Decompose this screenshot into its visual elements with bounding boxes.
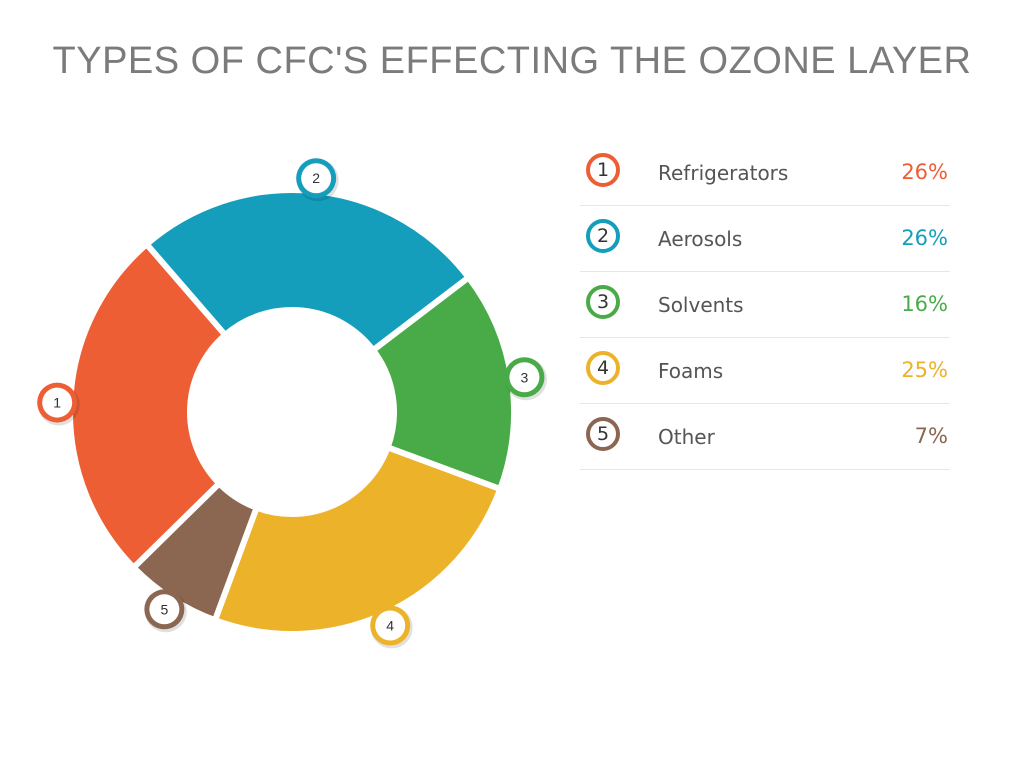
legend-value: 26% — [901, 226, 948, 250]
legend-label: Aerosols — [658, 227, 743, 251]
marker-center — [301, 163, 332, 194]
chart-legend: 1 Refrigerators 26% 2 Aerosols 26% 3 Solvents 16… — [580, 140, 950, 470]
legend-value: 26% — [901, 160, 948, 184]
legend-badge: 2 — [586, 219, 620, 253]
marker-number: 1 — [53, 395, 61, 411]
legend-badge: 1 — [586, 153, 620, 187]
slice-marker-other: 5 — [144, 589, 187, 633]
legend-label: Solvents — [658, 293, 744, 317]
legend-item-solvents: 3 Solvents 16% — [580, 272, 950, 338]
slice-markers: 1 2 3 4 5 — [37, 158, 547, 649]
slice-refrigerators — [67, 239, 230, 572]
legend-badge: 3 — [586, 285, 620, 319]
legend-item-aerosols: 2 Aerosols 26% — [580, 206, 950, 272]
legend-value: 16% — [901, 292, 948, 316]
chart-title: TYPES OF CFC'S EFFECTING THE OZONE LAYER — [52, 40, 972, 82]
legend-item-foams: 4 Foams 25% — [580, 338, 950, 404]
marker-center — [149, 594, 180, 625]
slice-foams — [211, 443, 505, 637]
marker-center — [375, 610, 406, 641]
legend-item-refrigerators: 1 Refrigerators 26% — [580, 140, 950, 206]
slice-marker-solvents: 3 — [504, 357, 547, 401]
slice-marker-refrigerators: 1 — [37, 382, 80, 426]
legend-value: 7% — [914, 424, 948, 448]
marker-number: 3 — [521, 369, 529, 385]
legend-badge: 4 — [586, 351, 620, 385]
marker-center — [509, 362, 540, 393]
slices — [67, 187, 517, 637]
slice-marker-aerosols: 2 — [296, 158, 339, 202]
legend-label: Refrigerators — [658, 161, 789, 185]
marker-number: 4 — [386, 617, 394, 633]
legend-label: Foams — [658, 359, 724, 383]
legend-value: 25% — [901, 358, 948, 382]
legend-item-other: 5 Other 7% — [580, 404, 950, 470]
legend-badge: 5 — [586, 417, 620, 451]
slice-other — [129, 479, 261, 625]
slice-solvents — [368, 273, 517, 493]
slice-marker-foams: 4 — [370, 605, 413, 649]
marker-number: 5 — [160, 601, 168, 617]
marker-center — [42, 387, 73, 418]
slice-aerosols — [142, 187, 473, 355]
marker-number: 2 — [312, 170, 320, 186]
legend-label: Other — [658, 425, 715, 449]
